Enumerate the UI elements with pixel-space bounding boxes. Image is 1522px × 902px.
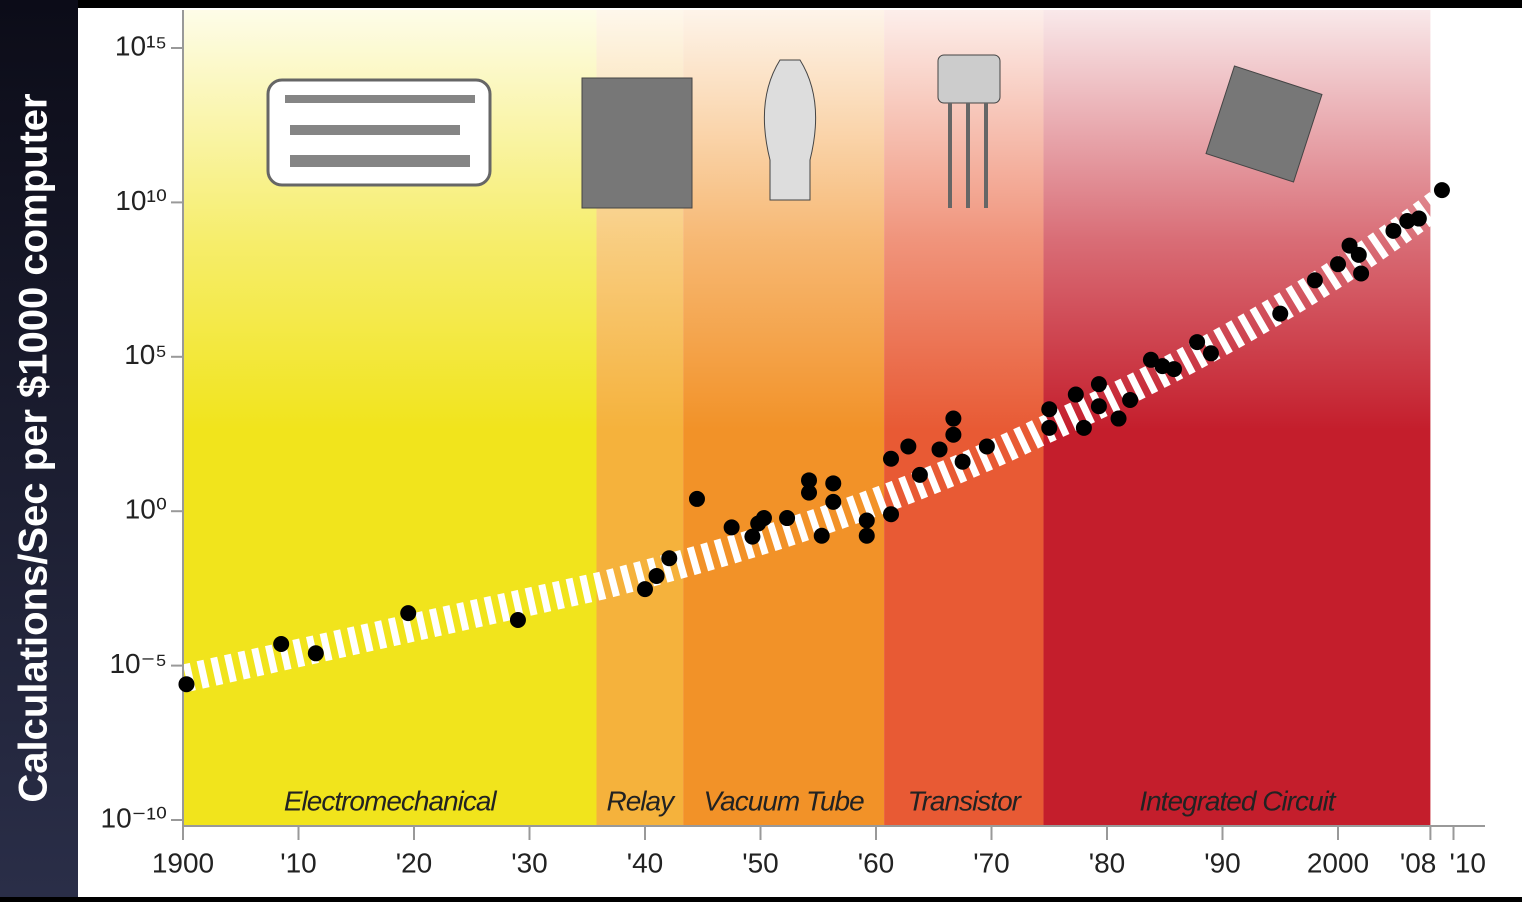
x-tick-label: '30 <box>511 847 548 878</box>
data-point <box>510 612 526 628</box>
x-tick-label: '08 <box>1400 847 1437 878</box>
data-point <box>945 427 961 443</box>
y-tick-label: 10⁻⁵ <box>109 648 167 679</box>
data-point <box>883 451 899 467</box>
data-point <box>883 506 899 522</box>
y-tick-label: 10⁻¹⁰ <box>101 802 167 833</box>
data-point <box>801 485 817 501</box>
data-point <box>1411 211 1427 227</box>
data-point <box>1385 223 1401 239</box>
data-point <box>955 454 971 470</box>
x-tick-label: '10 <box>280 847 317 878</box>
data-point <box>1068 387 1084 403</box>
data-point <box>1353 265 1369 281</box>
data-point <box>308 645 324 661</box>
data-point <box>1041 420 1057 436</box>
y-axis-label: Calculations/Sec per $1000 computer <box>12 93 56 802</box>
data-point <box>273 636 289 652</box>
era-label: Relay <box>607 785 677 816</box>
x-tick-label: '20 <box>396 847 433 878</box>
data-point <box>979 438 995 454</box>
data-point <box>724 519 740 535</box>
data-point <box>779 510 795 526</box>
data-point <box>1272 306 1288 322</box>
data-point <box>689 491 705 507</box>
data-point <box>1041 401 1057 417</box>
x-tick-label: '90 <box>1204 847 1241 878</box>
data-point <box>178 676 194 692</box>
data-point <box>825 494 841 510</box>
data-point <box>859 528 875 544</box>
data-point <box>649 568 665 584</box>
x-tick-label: '10 <box>1450 847 1487 878</box>
top-fade <box>183 10 1483 430</box>
data-point <box>900 438 916 454</box>
era-label: Vacuum Tube <box>703 785 864 816</box>
x-tick-label: 2000 <box>1307 847 1369 878</box>
data-point <box>1434 182 1450 198</box>
data-point <box>756 510 772 526</box>
vacuum-tube-icon <box>764 60 815 200</box>
data-point <box>661 550 677 566</box>
transistor-icon <box>938 55 1000 103</box>
data-point <box>400 605 416 621</box>
data-point <box>814 528 830 544</box>
y-tick-label: 10¹⁰ <box>115 185 167 216</box>
data-point <box>1091 398 1107 414</box>
chart: Calculations/Sec per $1000 computer Elec… <box>0 0 1522 897</box>
era-label: Integrated Circuit <box>1139 785 1336 816</box>
data-point <box>1111 411 1127 427</box>
data-point <box>1189 334 1205 350</box>
data-point <box>1122 392 1138 408</box>
data-point <box>637 581 653 597</box>
data-point <box>945 411 961 427</box>
y-tick-label: 10⁵ <box>124 339 167 370</box>
data-point <box>912 467 928 483</box>
x-tick-label: '70 <box>973 847 1010 878</box>
data-point <box>1330 256 1346 272</box>
x-tick-label: '80 <box>1089 847 1126 878</box>
x-tick-label: 1900 <box>152 847 214 878</box>
data-point <box>825 475 841 491</box>
relay-icon <box>582 78 692 208</box>
data-point <box>1091 376 1107 392</box>
x-tick-label: '50 <box>742 847 779 878</box>
data-point <box>1076 420 1092 436</box>
data-point <box>1351 247 1367 263</box>
era-label: Transistor <box>908 785 1023 816</box>
data-point <box>1166 361 1182 377</box>
data-point <box>1307 272 1323 288</box>
data-point <box>1203 345 1219 361</box>
x-tick-label: '60 <box>858 847 895 878</box>
y-tick-label: 10⁰ <box>125 494 167 525</box>
era-label: Electromechanical <box>284 785 498 816</box>
y-tick-label: 10¹⁵ <box>115 30 167 61</box>
data-point <box>932 441 948 457</box>
x-tick-label: '40 <box>627 847 664 878</box>
data-point <box>859 512 875 528</box>
